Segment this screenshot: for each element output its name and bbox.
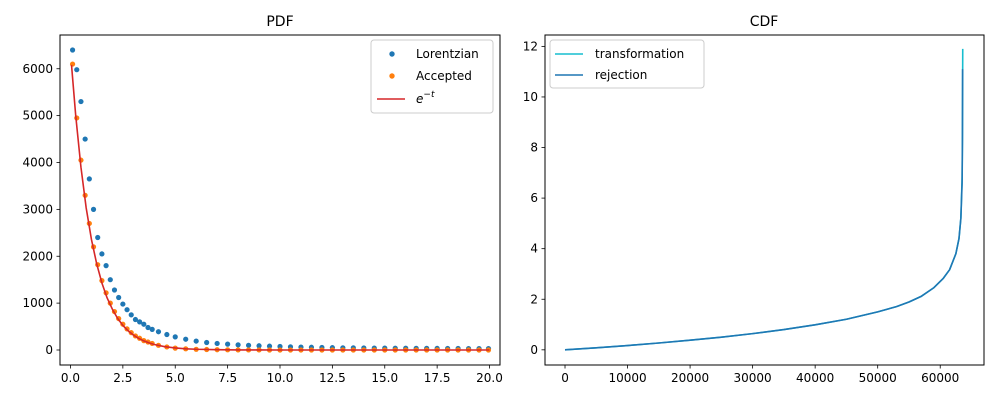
pdf-point-lorentzian — [86, 176, 92, 182]
pdf-x-tick-label: 20.0 — [476, 371, 503, 385]
pdf-point-lorentzian — [99, 251, 105, 257]
pdf-point-lorentzian — [116, 294, 122, 301]
pdf-y-tick-label: 1000 — [22, 296, 53, 310]
pdf-point-lorentzian — [111, 287, 118, 293]
cdf-legend: transformation rejection — [549, 39, 705, 89]
cdf-x-tick-label: 40000 — [796, 371, 834, 385]
cdf-y-tick-label: 2 — [530, 292, 538, 306]
pdf-point-lorentzian — [95, 234, 101, 241]
pdf-point-lorentzian — [82, 136, 88, 142]
legend-label-transformation: transformation — [595, 47, 684, 61]
pdf-legend-box — [370, 39, 494, 114]
pdf-point-lorentzian — [193, 338, 199, 344]
cdf-y-tick-label: 12 — [523, 39, 538, 53]
pdf-point-lorentzian — [132, 316, 139, 323]
cdf-axes: CDF 0 10000 20000 30000 40000 50000 60000 0 2 4 6 8… — [523, 14, 985, 385]
pdf-point-lorentzian — [141, 321, 147, 327]
pdf-point-lorentzian — [69, 47, 76, 53]
pdf-point-lorentzian — [245, 342, 252, 348]
pdf-line-e-t — [70, 64, 490, 351]
cdf-x-tick-label: 30000 — [734, 371, 772, 385]
cdf-frame — [544, 34, 985, 366]
legend-label-exp: e−t — [416, 90, 435, 106]
cdf-title: CDF — [750, 14, 779, 30]
pdf-point-accepted — [69, 61, 76, 67]
pdf-axes: PDF 0.0 2.5 5.0 7.5 10.0 12.5 15.0 17.5 20.0 0 100… — [22, 14, 502, 385]
pdf-point-lorentzian — [183, 336, 189, 342]
legend-label-lorentzian: Lorentzian — [416, 47, 479, 61]
pdf-point-lorentzian — [90, 206, 97, 212]
cdf-x-tick-label: 60000 — [921, 371, 959, 385]
pdf-title: PDF — [266, 14, 293, 30]
pdf-point-lorentzian — [107, 277, 113, 283]
pdf-point-lorentzian — [225, 341, 231, 347]
pdf-frame — [59, 34, 501, 366]
pdf-x-tick-label: 0.0 — [61, 371, 80, 385]
pdf-y-tick-label: 4000 — [22, 156, 53, 170]
pdf-point-lorentzian — [164, 331, 170, 338]
cdf-x-tick-label: 20000 — [671, 371, 709, 385]
cdf-x-tick-label: 50000 — [859, 371, 897, 385]
pdf-y-tick-label: 3000 — [22, 202, 53, 216]
pdf-point-lorentzian — [204, 339, 210, 346]
pdf-point-lorentzian — [145, 324, 151, 331]
pdf-point-lorentzian — [128, 312, 134, 318]
cdf-x-tick-label: 10000 — [608, 371, 646, 385]
cdf-plot-area — [564, 48, 964, 351]
pdf-point-lorentzian — [74, 67, 80, 73]
pdf-point-lorentzian — [78, 98, 84, 105]
pdf-ticks: 0.0 2.5 5.0 7.5 10.0 12.5 15.0 17.5 20.0 0 1000 200… — [22, 62, 502, 385]
cdf-y-tick-label: 6 — [530, 191, 538, 205]
cdf-ticks: 0 10000 20000 30000 40000 50000 60000 0 2 4 6 8 10 12 — [523, 39, 960, 385]
pdf-x-tick-label: 2.5 — [113, 371, 132, 385]
pdf-x-tick-label: 5.0 — [166, 371, 185, 385]
pdf-x-tick-label: 12.5 — [319, 371, 346, 385]
pdf-x-tick-label: 10.0 — [267, 371, 294, 385]
cdf-legend-box — [549, 39, 705, 89]
pdf-point-lorentzian — [266, 343, 273, 349]
pdf-x-tick-label: 7.5 — [218, 371, 237, 385]
pdf-y-tick-label: 6000 — [22, 62, 53, 76]
cdf-line-rejection — [564, 69, 964, 351]
pdf-y-tick-label: 2000 — [22, 249, 53, 263]
legend-label-rejection: rejection — [595, 68, 647, 82]
cdf-y-tick-label: 0 — [530, 343, 538, 357]
pdf-legend: Lorentzian Accepted e−t — [370, 39, 494, 114]
cdf-y-tick-label: 10 — [523, 90, 538, 104]
pdf-point-lorentzian — [235, 342, 241, 348]
pdf-y-tick-label: 0 — [45, 343, 53, 357]
pdf-x-tick-label: 15.0 — [371, 371, 398, 385]
pdf-point-lorentzian — [256, 343, 262, 349]
pdf-point-lorentzian — [124, 307, 130, 313]
pdf-point-lorentzian — [214, 340, 220, 347]
pdf-point-lorentzian — [120, 301, 126, 307]
pdf-point-lorentzian — [155, 329, 162, 335]
pdf-point-lorentzian — [172, 334, 178, 340]
pdf-point-lorentzian — [137, 319, 143, 325]
cdf-x-tick-label: 0 — [561, 371, 569, 385]
pdf-point-lorentzian — [149, 326, 155, 332]
cdf-y-tick-label: 8 — [530, 141, 538, 155]
pdf-point-lorentzian — [103, 263, 109, 269]
pdf-y-tick-label: 5000 — [22, 109, 53, 123]
legend-marker-accepted — [389, 73, 395, 79]
pdf-x-tick-label: 17.5 — [424, 371, 451, 385]
legend-label-accepted: Accepted — [416, 69, 472, 83]
legend-marker-lorentzian — [389, 51, 395, 57]
pdf-plot-area — [69, 47, 492, 353]
cdf-y-tick-label: 4 — [530, 242, 538, 256]
